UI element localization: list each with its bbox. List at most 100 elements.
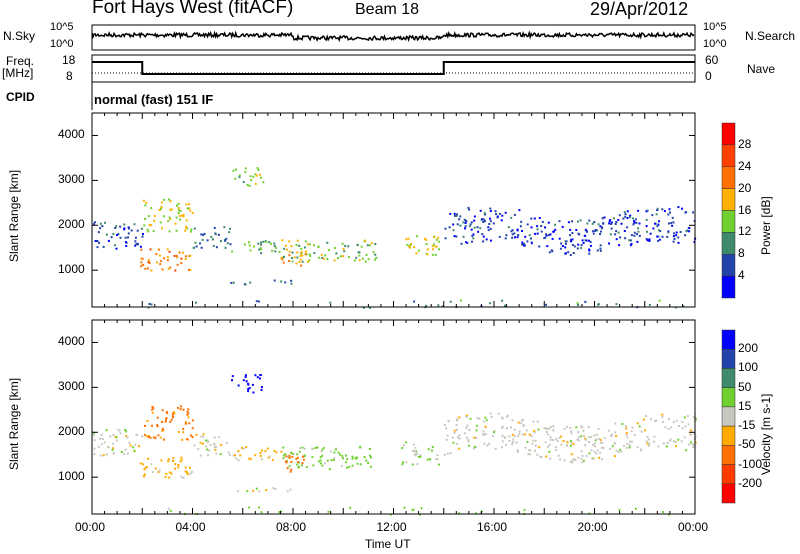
echo-cell bbox=[625, 433, 628, 436]
echo-cell bbox=[464, 225, 467, 228]
echo-cell bbox=[172, 410, 175, 413]
echo-cell bbox=[548, 427, 550, 430]
echo-cell bbox=[266, 447, 269, 450]
echo-cell bbox=[501, 434, 504, 437]
echo-cell bbox=[244, 283, 247, 286]
echo-cell bbox=[130, 229, 133, 232]
echo-cell bbox=[524, 433, 527, 436]
echo-cell bbox=[453, 429, 456, 432]
echo-cell bbox=[214, 233, 217, 236]
echo-cell bbox=[555, 446, 558, 449]
echo-cell bbox=[490, 239, 492, 242]
echo-cell bbox=[176, 263, 179, 266]
echo-cell bbox=[304, 240, 307, 243]
echo-cell bbox=[467, 440, 470, 443]
echo-cell bbox=[181, 214, 184, 217]
echo-cell bbox=[482, 235, 485, 238]
echo-cell bbox=[520, 422, 523, 425]
echo-cell bbox=[659, 230, 662, 233]
echo-cell bbox=[526, 441, 529, 443]
echo-cell bbox=[123, 453, 126, 456]
echo-cell bbox=[530, 226, 533, 229]
echo-cell bbox=[688, 230, 691, 233]
echo-cell bbox=[489, 227, 492, 230]
echo-cell bbox=[610, 227, 613, 230]
echo-cell bbox=[162, 198, 165, 201]
echo-cell bbox=[447, 420, 450, 422]
echo-cell bbox=[482, 218, 485, 221]
echo-cell bbox=[215, 452, 218, 455]
echo-cell bbox=[181, 438, 184, 441]
echo-cell bbox=[466, 242, 469, 244]
echo-cell bbox=[626, 210, 629, 213]
echo-cell bbox=[479, 511, 482, 514]
echo-cell bbox=[589, 244, 592, 247]
echo-cell bbox=[242, 379, 245, 382]
echo-cell bbox=[455, 215, 458, 217]
echo-cell bbox=[508, 435, 511, 438]
echo-cell bbox=[290, 245, 293, 247]
echo-cell bbox=[177, 209, 180, 212]
echo-cell bbox=[576, 438, 579, 441]
echo-cell bbox=[652, 440, 655, 443]
echo-cell bbox=[615, 303, 618, 306]
colorbar-swatch bbox=[721, 232, 736, 255]
echo-cell bbox=[456, 223, 459, 226]
echo-cell bbox=[184, 422, 187, 425]
echo-cell bbox=[571, 238, 574, 241]
echo-cell bbox=[252, 175, 255, 178]
echo-cell bbox=[125, 434, 128, 437]
echo-cell bbox=[326, 241, 329, 244]
echo-cell bbox=[288, 260, 291, 262]
echo-cell bbox=[653, 435, 656, 438]
echo-cell bbox=[494, 210, 497, 213]
echo-cell bbox=[354, 456, 357, 459]
freq-ymax: 18 bbox=[62, 53, 76, 67]
echo-cell bbox=[483, 212, 486, 215]
echo-cell bbox=[419, 454, 422, 457]
freq-line bbox=[92, 61, 695, 75]
echo-cell bbox=[180, 475, 183, 478]
echo-cell bbox=[187, 412, 190, 415]
echo-cell bbox=[677, 206, 680, 209]
echo-cell bbox=[599, 451, 602, 454]
echo-cell bbox=[248, 387, 251, 390]
echo-cell bbox=[664, 426, 667, 429]
echo-cell bbox=[204, 439, 207, 442]
echo-cell bbox=[92, 431, 95, 434]
echo-cell bbox=[531, 442, 534, 445]
echo-cell bbox=[691, 443, 694, 446]
echo-cell bbox=[515, 441, 518, 444]
echo-cell bbox=[529, 449, 532, 452]
echo-cell bbox=[516, 449, 519, 452]
echo-cell bbox=[652, 227, 655, 230]
echo-cell bbox=[357, 251, 360, 254]
echo-cell bbox=[158, 209, 161, 211]
echo-cell bbox=[670, 222, 673, 224]
echo-cell bbox=[608, 242, 610, 245]
echo-cell bbox=[694, 435, 697, 438]
echo-cell bbox=[661, 416, 664, 419]
echo-cell bbox=[451, 436, 454, 439]
echo-cell bbox=[126, 436, 129, 439]
echo-cell bbox=[172, 460, 174, 462]
echo-cell bbox=[147, 230, 150, 233]
echo-cell bbox=[476, 417, 479, 420]
echo-cell bbox=[104, 221, 106, 224]
echo-cell bbox=[93, 439, 96, 442]
plot-title: Fort Hays West (fitACF) bbox=[92, 0, 294, 18]
echo-cell bbox=[224, 246, 227, 249]
echo-cell bbox=[288, 254, 291, 257]
echo-cell bbox=[446, 434, 449, 437]
power-frame bbox=[91, 112, 696, 308]
echo-cell bbox=[267, 456, 270, 459]
echo-cell bbox=[156, 424, 159, 427]
echo-cell bbox=[185, 203, 188, 206]
echo-cell bbox=[257, 242, 260, 245]
echo-cell bbox=[611, 445, 614, 448]
echo-cell bbox=[449, 300, 452, 303]
echo-cell bbox=[169, 218, 172, 221]
echo-cell bbox=[177, 207, 180, 210]
echo-cell bbox=[187, 416, 190, 419]
echo-cell bbox=[549, 438, 552, 441]
